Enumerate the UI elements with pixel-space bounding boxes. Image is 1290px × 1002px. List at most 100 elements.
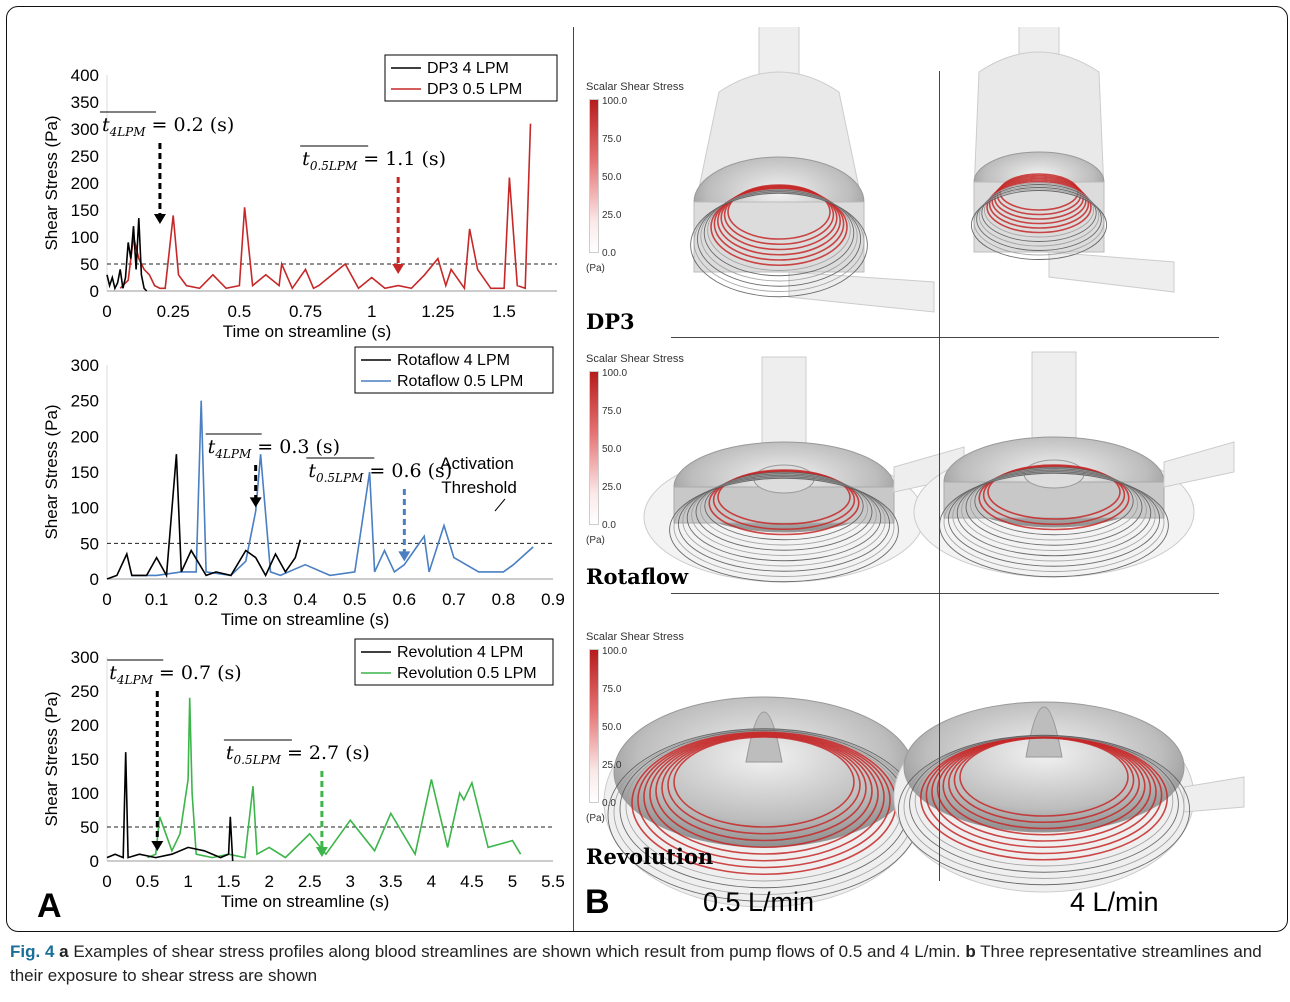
series-line-rotaflow-0-5-lpm (131, 400, 534, 577)
arrow-head (398, 551, 411, 562)
inlet-tube (761, 356, 807, 448)
colorbar-title: Scalar Shear Stress (586, 353, 684, 365)
arrow-head (315, 847, 328, 857)
threshold-label: Threshold (441, 478, 517, 497)
pump-name-dp3: DP3 (586, 309, 635, 334)
streamline (986, 180, 1092, 234)
streamline (970, 190, 1108, 260)
streamline (710, 187, 848, 267)
legend-label: DP3 0.5 LPM (427, 81, 522, 98)
colorbar-tick: 50.0 (602, 444, 622, 455)
legend-box (354, 346, 554, 394)
caption-b-text: Three representative streamlines and the… (10, 942, 1262, 985)
pump-model-dp3 (690, 27, 935, 313)
y-tick-label: 250 (71, 392, 99, 411)
y-tick-label: 100 (71, 499, 99, 518)
y-tick-label: 150 (71, 201, 99, 220)
x-tick-label: 0.3 (244, 590, 268, 609)
threshold-pointer (494, 498, 506, 512)
x-axis-title: Time on streamline (s) (223, 322, 391, 341)
pump-name-revolution: Revolution (586, 844, 714, 869)
streamline (965, 468, 1143, 546)
colorbar-unit: (Pa) (586, 535, 605, 546)
y-tick-label: 0 (90, 570, 99, 589)
y-axis-title: Shear Stress (Pa) (42, 115, 61, 250)
x-tick-label: 0.25 (157, 302, 190, 321)
x-tick-label: 0.2 (194, 590, 218, 609)
colorbar-gradient (589, 649, 599, 803)
colorbar-tick: 25.0 (602, 482, 622, 493)
colorbar-unit: (Pa) (586, 263, 605, 274)
streamline (691, 474, 877, 556)
grid-hline-2 (671, 593, 1219, 594)
colorbar-tick: 25.0 (602, 210, 622, 221)
caption-a-text: Examples of shear stress profiles along … (73, 942, 961, 961)
streamline (703, 189, 855, 277)
panel-divider (573, 27, 574, 931)
mean-time-annotation: t4LPM = 0.2 (s) (102, 114, 234, 139)
pump-model-rota (643, 356, 965, 583)
x-tick-label: 1 (183, 872, 192, 891)
y-tick-label: 250 (71, 682, 99, 701)
colorbar-title: Scalar Shear Stress (586, 81, 684, 93)
flow-label-low: 0.5 L/min (703, 887, 815, 917)
x-tick-label: 3.5 (379, 872, 403, 891)
outlet-tube (1048, 251, 1175, 293)
x-tick-label: 0.5 (343, 590, 367, 609)
streamline (686, 474, 882, 562)
y-axis-title: Shear Stress (Pa) (42, 691, 61, 826)
streamline (943, 472, 1165, 572)
series-line-revolution-0-5-lpm (147, 697, 522, 859)
pump-model-rota (913, 351, 1235, 578)
x-tick-label: 1 (367, 302, 376, 321)
outlet-tube (788, 271, 935, 313)
streamline (700, 190, 858, 282)
caption-a-label: a (59, 942, 69, 961)
y-tick-label: 200 (71, 174, 99, 193)
colorbar-title: Scalar Shear Stress (586, 631, 684, 643)
x-tick-label: 5.5 (541, 872, 565, 891)
revolution-shear-chart: 0 50 100 150 200 250 300 0 0.5 1 1.5 2 2.5 3 3.5 4 4.5 5 5… (42, 638, 565, 911)
series-line-rotaflow-4-lpm (106, 454, 302, 580)
y-axis-title: Shear Stress (Pa) (42, 404, 61, 539)
caption-b-label: b (965, 942, 976, 961)
streamline (699, 472, 869, 546)
flow-label-high: 4 L/min (1070, 887, 1159, 917)
streamline (704, 471, 864, 541)
colorbar-tick: 75.0 (602, 684, 622, 695)
pump-renderings (603, 27, 1245, 908)
colorbar-tick: 0.0 (602, 798, 616, 809)
x-tick-label: 0.1 (145, 590, 169, 609)
streamline (897, 734, 1191, 886)
outlet-tube (1163, 441, 1235, 488)
legend-label: Rotaflow 4 LPM (397, 352, 510, 369)
colorbar-unit: (Pa) (586, 813, 605, 824)
y-tick-label: 300 (71, 648, 99, 667)
y-tick-label: 250 (71, 147, 99, 166)
colorbar-tick: 0.0 (602, 520, 616, 531)
y-tick-label: 50 (80, 534, 99, 553)
streamline (976, 187, 1102, 251)
streamline (973, 188, 1105, 256)
streamline (983, 182, 1095, 238)
y-tick-label: 200 (71, 716, 99, 735)
pump-model-dp3 (970, 27, 1175, 293)
pump-name-rotaflow: Rotaflow (586, 564, 689, 589)
colorbar-tick: 50.0 (602, 722, 622, 733)
colorbar-tick: 75.0 (602, 406, 622, 417)
legend-label: Revolution 0.5 LPM (397, 665, 537, 682)
threshold-label: Activation (440, 454, 514, 473)
y-tick-label: 350 (71, 93, 99, 112)
legend-label: DP3 4 LPM (427, 60, 509, 77)
x-tick-label: 0.75 (289, 302, 322, 321)
cone (1025, 706, 1063, 758)
y-tick-label: 300 (71, 120, 99, 139)
colorbar-gradient (589, 371, 599, 525)
streamline (969, 467, 1139, 541)
series-line-revolution-4-lpm (106, 752, 234, 862)
arrow-head (151, 841, 164, 851)
x-tick-label: 0 (102, 590, 111, 609)
colorbar-revolution: Scalar Shear Stress 100.0 75.0 50.0 25.0… (586, 631, 706, 831)
legend-box (354, 638, 554, 686)
rotaflow-shear-chart: 0 50 100 150 200 250 300 0 0.1 0.2 0.3 0.4 0.5 0.6 0.7… (42, 346, 565, 629)
